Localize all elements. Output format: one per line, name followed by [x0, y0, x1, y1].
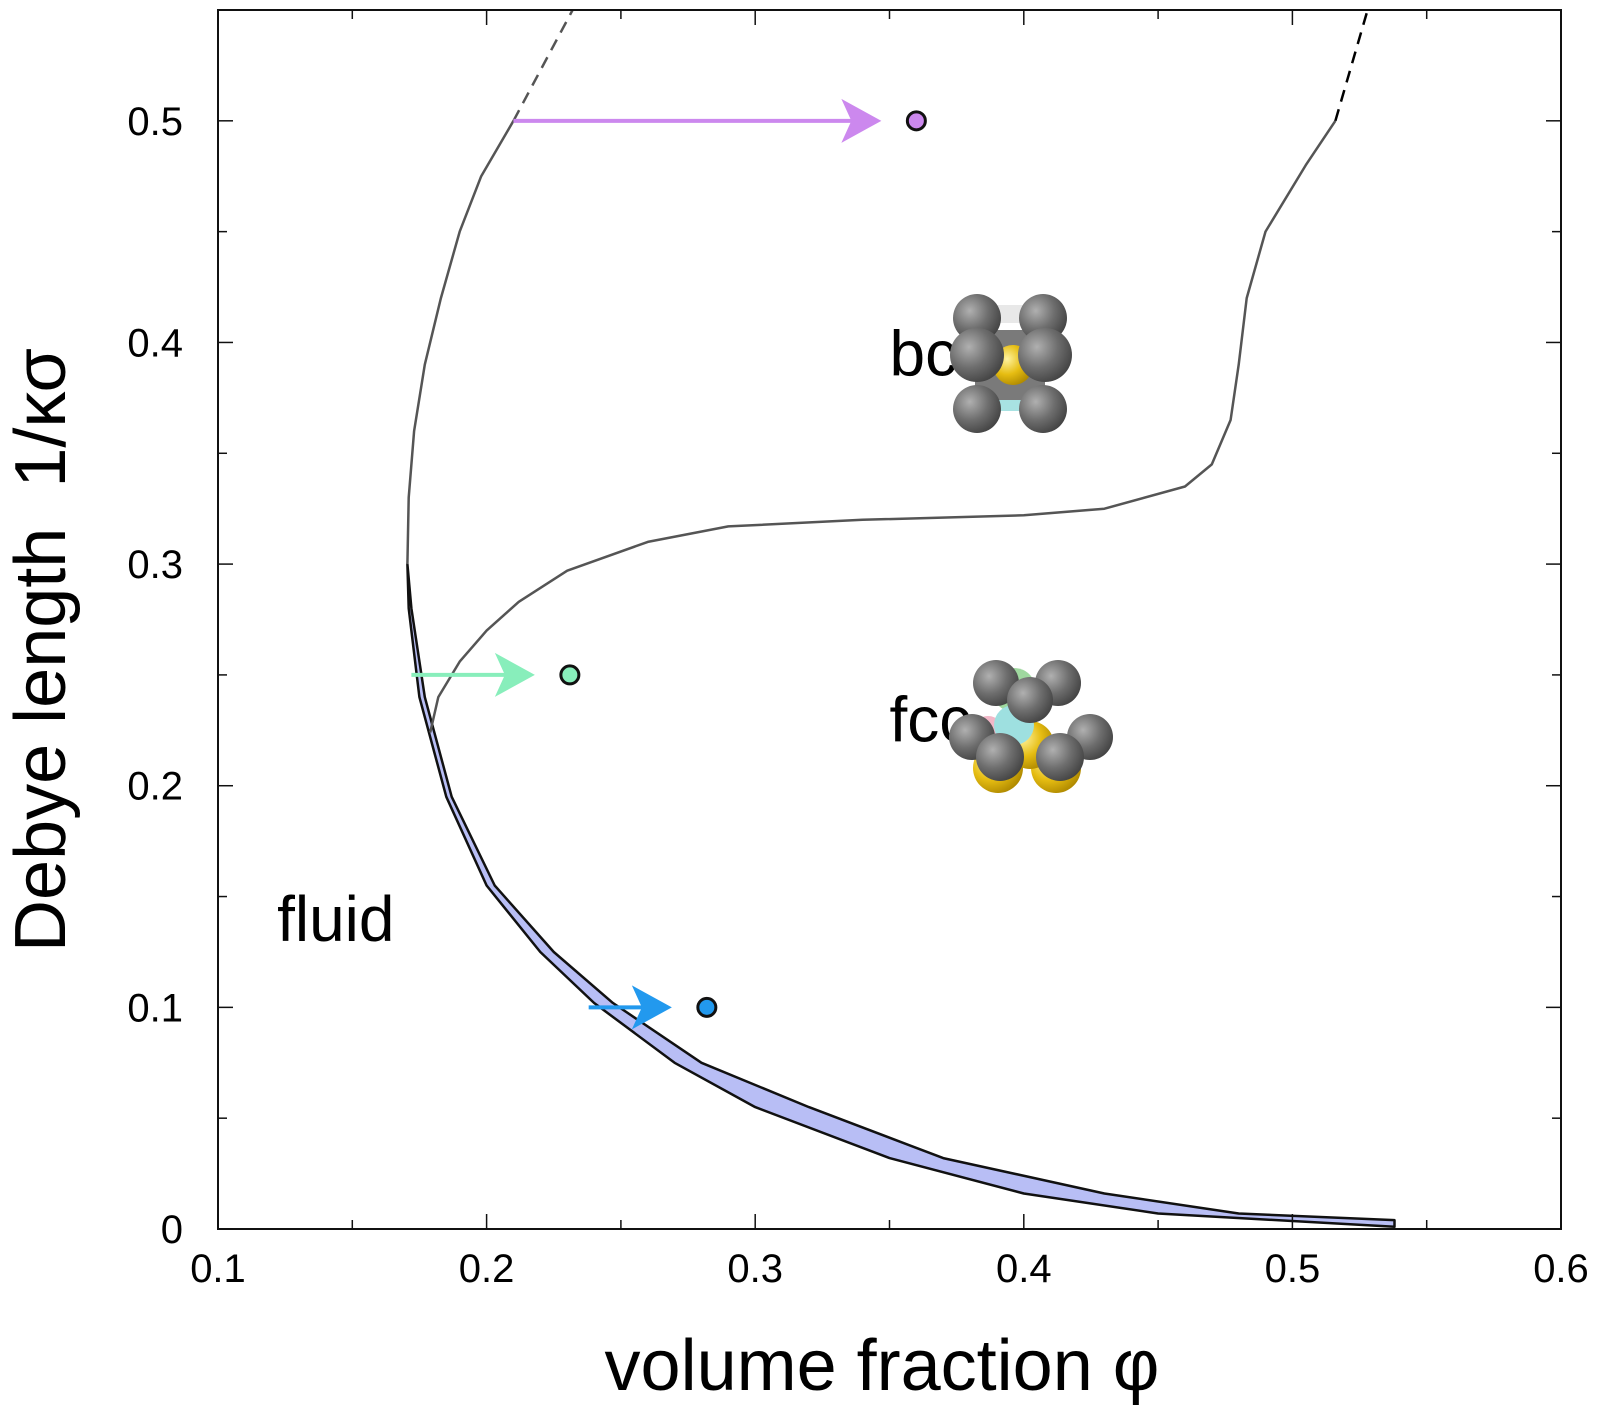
boundary-line-0: [406, 120, 515, 565]
coexistence-band: [406, 562, 1396, 1229]
x-tick-label: 0.4: [996, 1247, 1052, 1291]
arrow-head: [494, 652, 535, 697]
x-tick-label: 0.5: [1265, 1247, 1321, 1291]
fcc-crystal-icon: [949, 660, 1113, 793]
state-point-0: [905, 110, 927, 132]
y-tick-label: 0.5: [127, 100, 183, 144]
x-tick-label: 0.6: [1533, 1247, 1589, 1291]
bcc-crystal-icon: [950, 294, 1072, 433]
y-tick-label: 0: [161, 1208, 183, 1252]
y-tick-label: 0.2: [127, 765, 183, 809]
y-tick-label: 0.1: [127, 986, 183, 1030]
axis-ticks: 0.1 0.2 0.3 0.4 0.5 0.600.10.20.30.40.5: [127, 10, 1589, 1291]
y-tick-label: 0.3: [127, 543, 183, 587]
region-label-fluid: fluid: [277, 883, 394, 955]
arrow-head: [631, 985, 672, 1030]
y-tick-label: 0.4: [127, 321, 183, 365]
plot-border: [217, 9, 1562, 1230]
state-point-2: [696, 996, 718, 1018]
y-axis-title: Debye length 1/κσ: [1, 348, 81, 952]
x-tick-label: 0.1: [190, 1247, 246, 1291]
phase-boundaries: [406, 9, 1369, 733]
coexistence-band-area: [406, 562, 1396, 1229]
x-tick-label: 0.3: [727, 1247, 783, 1291]
x-axis-title: volume fraction φ: [605, 1326, 1160, 1406]
arrow-2: [588, 985, 672, 1030]
state-points: [559, 110, 927, 1018]
arrows: [411, 98, 882, 1030]
boundary-line-3: [1334, 9, 1369, 122]
arrow-1: [411, 652, 535, 697]
arrow-head: [841, 98, 882, 143]
boundary-line-2: [428, 120, 1337, 733]
plot-frame: [217, 9, 1562, 1230]
state-point-1: [559, 664, 581, 686]
x-tick-label: 0.2: [459, 1247, 515, 1291]
boundary-line-1: [512, 9, 574, 122]
arrow-0: [513, 98, 882, 143]
